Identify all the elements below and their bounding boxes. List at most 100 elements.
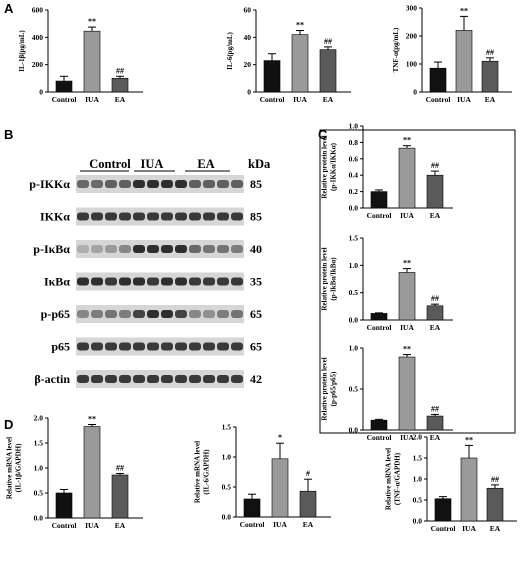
blot-band [105, 180, 117, 188]
y-tick-label: 20 [244, 60, 252, 69]
significance-mark: ## [324, 37, 332, 46]
blot-band [203, 310, 215, 318]
y-tick-label: 1.5 [222, 423, 232, 432]
significance-mark: ## [431, 404, 439, 413]
blot-band [119, 277, 131, 286]
blot-band [231, 212, 243, 221]
x-tick-label: Control [367, 211, 392, 220]
panel-c-frame [319, 129, 516, 434]
blot-band [119, 180, 131, 188]
x-tick-label: Control [367, 433, 392, 442]
blot-band [231, 245, 243, 253]
blot-band [231, 375, 243, 383]
blot-band [133, 342, 145, 351]
blot-band [189, 277, 201, 286]
blot-band [147, 375, 159, 383]
blot-row-label: p-p65 [41, 307, 70, 321]
x-tick-label: EA [115, 521, 126, 530]
blot-band [189, 180, 201, 188]
x-tick-label: IUA [273, 520, 287, 529]
x-tick-label: IUA [293, 95, 307, 104]
blot-group-label: EA [197, 157, 214, 171]
y-tick-label: 1.0 [34, 464, 44, 473]
y-tick-label: 0.8 [349, 138, 359, 147]
blot-band [119, 212, 131, 221]
blot-band [77, 310, 89, 318]
blot-kda-value: 42 [250, 372, 262, 386]
y-axis-label: Relative mRNA level [194, 441, 202, 503]
blot-kda-value: 85 [250, 210, 262, 224]
x-tick-label: IUA [462, 524, 476, 533]
blot-band [161, 342, 173, 351]
significance-mark: ** [403, 136, 411, 145]
blot-band [203, 245, 215, 253]
blot-band [105, 375, 117, 383]
blot-band [217, 375, 229, 383]
blot-band [133, 310, 145, 318]
blot-band [119, 375, 131, 383]
blot-band [231, 277, 243, 286]
x-tick-label: Control [367, 323, 392, 332]
blot-row: p-IKKα 85 [29, 175, 262, 193]
y-tick-label: 2.0 [34, 414, 44, 423]
blot-band [175, 277, 187, 286]
blot-band [133, 375, 145, 383]
y-tick-label: 0.0 [349, 316, 359, 325]
blot-row-label: β-actin [34, 372, 70, 386]
y-axis-label: (IL-1β/GAPDH) [15, 443, 23, 492]
blot-band [77, 277, 89, 286]
significance-mark: ## [116, 464, 124, 473]
blot-row: IκBα 35 [44, 272, 262, 291]
blot-band [189, 212, 201, 221]
blot-band [91, 342, 103, 351]
blot-band [217, 245, 229, 253]
blot-band [91, 277, 103, 286]
x-tick-label: Control [431, 524, 456, 533]
x-tick-label: IUA [400, 211, 414, 220]
blot-band [105, 212, 117, 221]
panel-letter-c: C [318, 127, 328, 142]
blot-band [161, 180, 173, 188]
blot-kda-value: 65 [250, 340, 262, 354]
blot-band [77, 212, 89, 221]
significance-mark: ** [460, 6, 468, 15]
blot-band [161, 375, 173, 383]
blot-band [175, 245, 187, 253]
y-tick-label: 400 [32, 33, 44, 42]
y-tick-label: 0.5 [34, 489, 44, 498]
blot-band [119, 310, 131, 318]
y-tick-label: 300 [406, 4, 418, 13]
blot-band [91, 310, 103, 318]
chart-d1: 0.0 0.5 1.0 1.5 2.0 Relative mRNA level (IL-1β… [6, 414, 143, 530]
x-tick-label: EA [490, 524, 501, 533]
blot-band [175, 180, 187, 188]
blot-band [203, 277, 215, 286]
blot-band [231, 310, 243, 318]
blot-band [217, 212, 229, 221]
chart-c2: 0.0 0.5 1.0 1.5 Relative protein level (p-IkB… [321, 234, 453, 332]
y-tick-label: 0.5 [349, 288, 359, 297]
blot-band [77, 245, 89, 253]
y-axis-label: Relative protein level [321, 247, 329, 310]
blot-band [161, 245, 173, 253]
y-axis-label: Relative protein level [321, 357, 329, 420]
y-tick-label: 0 [39, 88, 43, 97]
blot-band [217, 277, 229, 286]
blot-row: p-IκBα 40 [33, 240, 262, 258]
blot-strip [76, 207, 244, 226]
x-tick-label: EA [430, 211, 441, 220]
y-tick-label: 1.0 [349, 261, 359, 270]
y-tick-label: 1.0 [222, 453, 232, 462]
chart-a3: 0 100 200 300 TNF-α(pg/mL) Control ** IUA ## EA [392, 4, 512, 104]
blot-band [175, 310, 187, 318]
chart-c1: 0.0 0.2 0.4 0.6 0.8 1.0 Relative protein level… [321, 122, 453, 220]
panel-letter-d: D [4, 417, 14, 432]
blot-strip [76, 175, 244, 193]
y-tick-label: 0.4 [349, 171, 359, 180]
x-tick-label: IUA [400, 323, 414, 332]
y-tick-label: 2.0 [413, 433, 423, 442]
blot-band [175, 212, 187, 221]
blot-band [147, 245, 159, 253]
x-tick-label: Control [52, 95, 77, 104]
